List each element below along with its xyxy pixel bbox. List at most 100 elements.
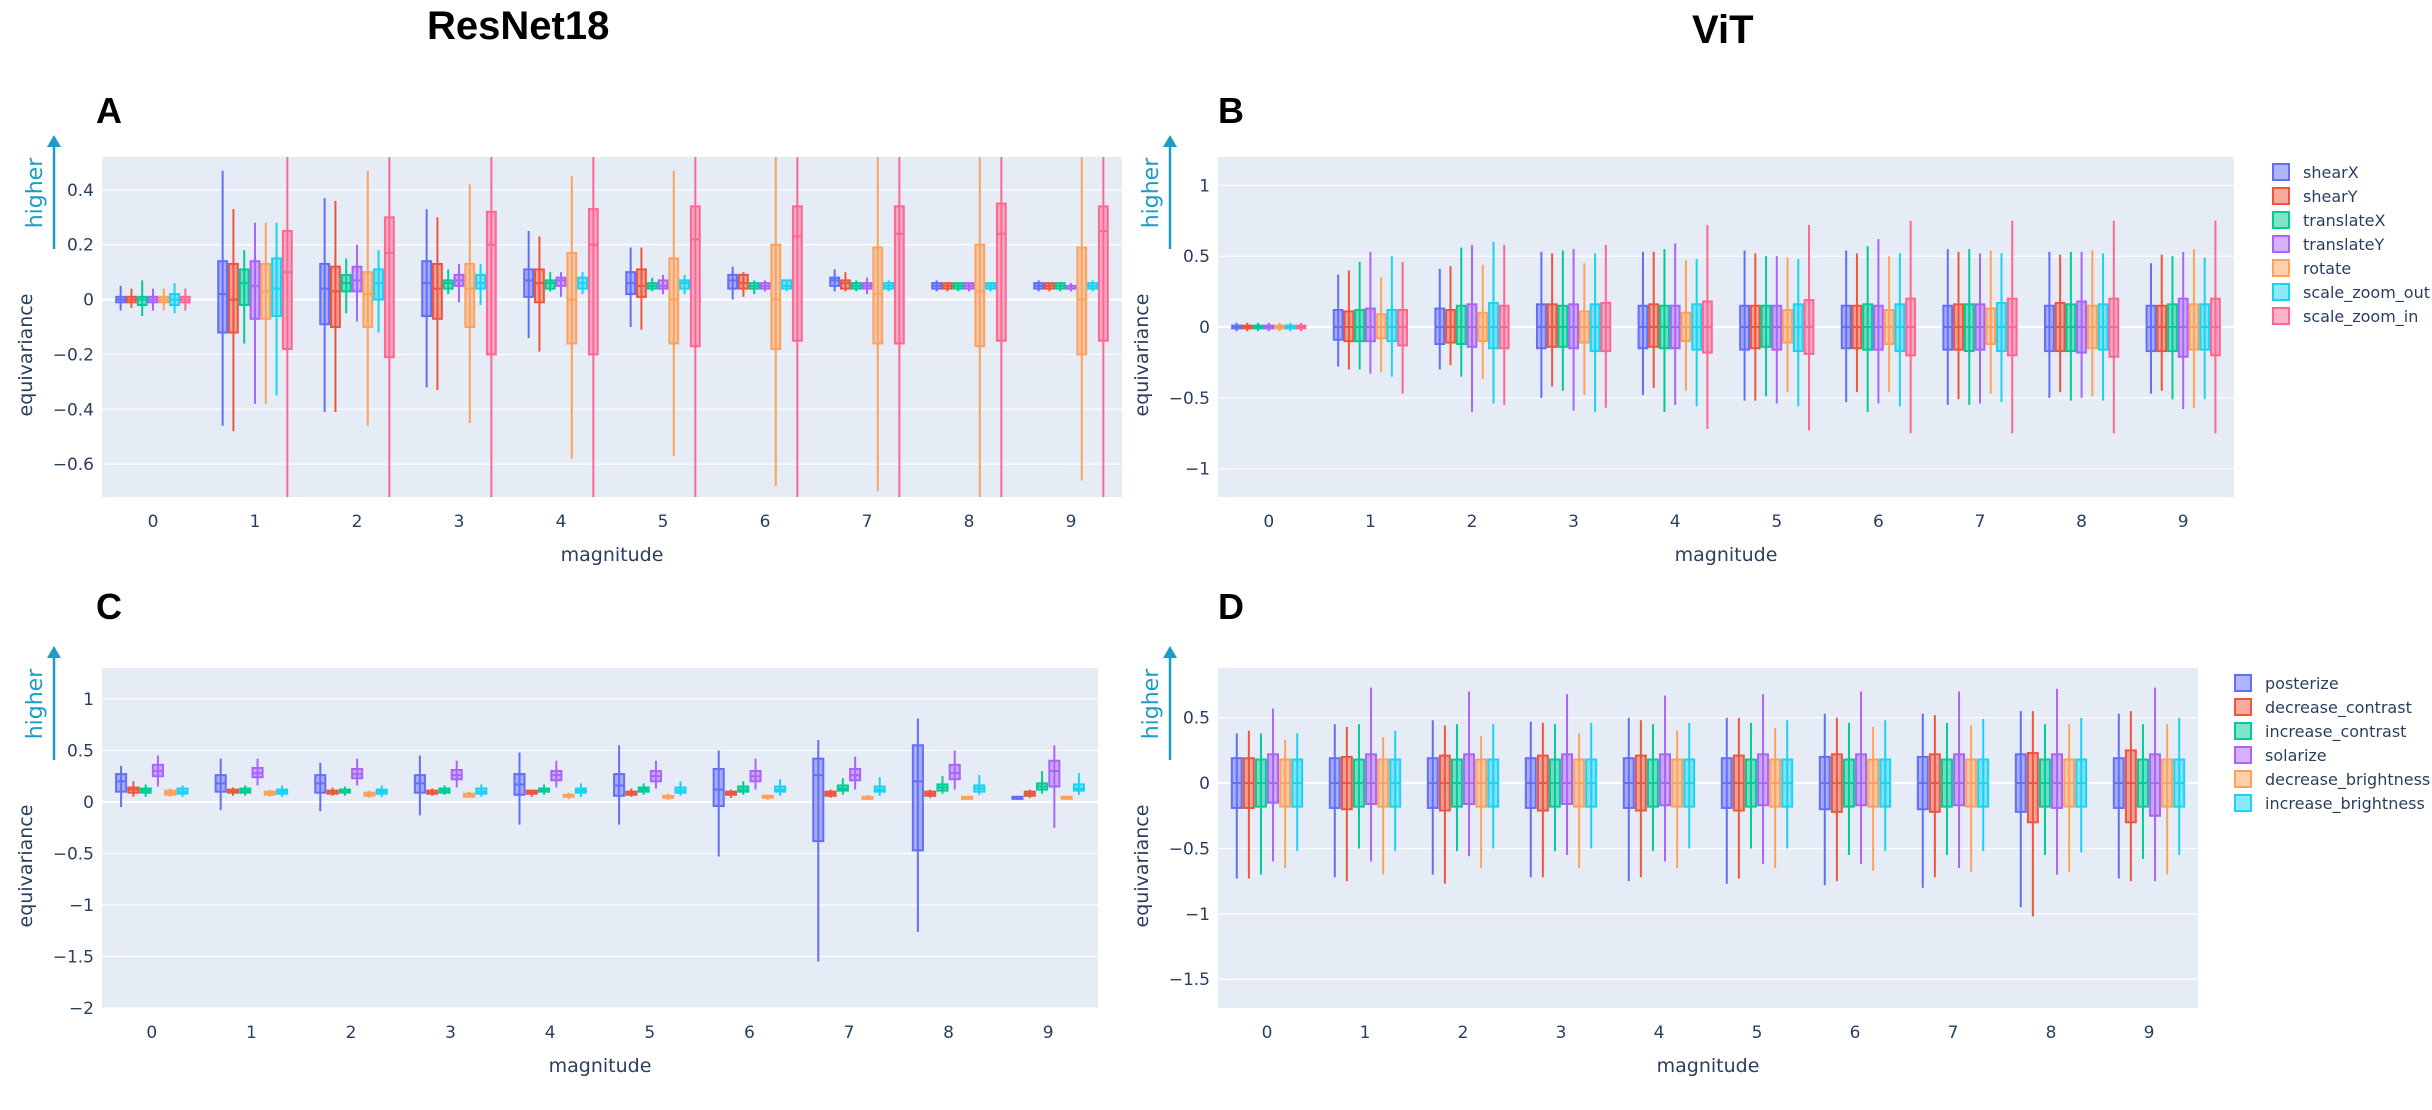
- box-shearX: [625, 247, 637, 327]
- box-posterize: [1720, 717, 1733, 884]
- box-decrease-brightness: [1279, 739, 1292, 869]
- box-decrease-brightness: [960, 795, 974, 800]
- box-body: [1488, 301, 1499, 350]
- box-translateX: [1760, 256, 1772, 397]
- y-axis-title: equivariance: [1131, 294, 1153, 417]
- box-shearX: [421, 209, 433, 388]
- x-tick-label: 7: [844, 1023, 855, 1043]
- box-increase-contrast: [1036, 771, 1049, 794]
- x-tick-label: 8: [2076, 512, 2087, 532]
- box-body: [770, 243, 782, 350]
- x-tick-label: 2: [1467, 512, 1478, 532]
- box-rotate: [668, 170, 680, 456]
- box-scale-zoom-in: [689, 157, 701, 497]
- x-tick-label: 6: [760, 512, 771, 532]
- box-decrease-contrast: [1732, 717, 1745, 879]
- x-tick-label: 1: [246, 1023, 257, 1043]
- box-translateY: [453, 263, 465, 303]
- box-scale-zoom-in: [995, 157, 1007, 497]
- box-posterize: [613, 745, 626, 825]
- y-tick-label: −2: [69, 999, 94, 1019]
- box-translateX: [544, 272, 556, 292]
- box-decrease-brightness: [1573, 733, 1586, 869]
- box-translateY: [555, 272, 567, 297]
- box-increase-brightness: [574, 783, 587, 797]
- box-scale-zoom-out: [1894, 253, 1906, 407]
- box-rotate: [974, 157, 986, 497]
- x-tick-label: 4: [1670, 512, 1681, 532]
- y-tick-label: −0.4: [53, 400, 94, 420]
- box-solarize: [948, 750, 961, 790]
- box-scale-zoom-out: [271, 222, 282, 396]
- box-decrease-brightness: [2161, 724, 2174, 875]
- x-tick-label: 2: [1458, 1023, 1469, 1043]
- y-tick-label: −1: [1185, 905, 1210, 925]
- box-posterize: [1524, 721, 1537, 878]
- box-body: [330, 265, 341, 329]
- box-decrease-brightness: [861, 794, 874, 800]
- x-tick-label: 0: [1262, 1023, 1273, 1043]
- box-increase-contrast: [2137, 724, 2149, 859]
- box-scale-zoom-in: [1600, 244, 1612, 408]
- box-shearX: [931, 280, 943, 292]
- box-decrease-brightness: [1377, 737, 1390, 875]
- box-increase-brightness: [2075, 717, 2088, 853]
- box-body: [1076, 246, 1088, 356]
- x-tick-label: 5: [644, 1023, 655, 1043]
- box-increase-contrast: [737, 781, 750, 795]
- box-translateX: [2065, 251, 2077, 401]
- box-shearY: [1648, 251, 1660, 388]
- box-scale-zoom-out: [2097, 253, 2109, 401]
- x-tick-label: 9: [2178, 512, 2189, 532]
- legend-swatch: [2234, 794, 2252, 812]
- box-translateY: [1065, 283, 1077, 292]
- box-scale-zoom-in: [1803, 225, 1815, 431]
- box-scale-zoom-in: [2210, 220, 2221, 434]
- box-increase-brightness: [873, 777, 886, 796]
- box-body: [383, 216, 395, 359]
- box-shearY: [432, 217, 443, 391]
- box-shearX: [1942, 249, 1954, 405]
- x-tick-label: 3: [1568, 512, 1579, 532]
- box-shearY: [1851, 253, 1863, 393]
- box-decrease-contrast: [924, 789, 937, 798]
- y-tick-label: −1.5: [53, 947, 94, 967]
- box-scale-zoom-in: [1702, 225, 1713, 429]
- box-translateX: [1963, 249, 1975, 405]
- box-translateX: [748, 280, 760, 295]
- box-shearX: [829, 269, 841, 292]
- box-shearY: [1445, 266, 1456, 366]
- x-tick-label: 8: [964, 512, 975, 532]
- box-body: [1546, 303, 1558, 348]
- box-decrease-brightness: [1671, 730, 1684, 869]
- box-shearY: [330, 200, 341, 412]
- box-scale-zoom-out: [475, 263, 486, 306]
- box-shearX: [1739, 250, 1750, 401]
- box-body: [2051, 753, 2063, 809]
- box-body: [791, 205, 803, 342]
- chart-d: 0.5 0 −0.5 −1 −1.5 0 1 2 3 4 5 6 7 8 9 magnitude equivar…: [1131, 646, 2430, 1077]
- box-increase-brightness: [2173, 717, 2186, 855]
- box-scale-zoom-in: [1097, 157, 1109, 497]
- box-shearX: [1332, 274, 1344, 367]
- box-decrease-contrast: [1340, 726, 1353, 882]
- higher-label: higher: [1139, 668, 1164, 739]
- legend-swatch: [2272, 187, 2290, 205]
- box-translateX: [136, 280, 148, 317]
- box-translateY: [2076, 251, 2088, 398]
- box-body: [2026, 752, 2039, 824]
- box-body: [442, 279, 454, 290]
- box-scale-zoom-out: [1792, 259, 1804, 407]
- box-translateX: [1054, 282, 1066, 292]
- box-rotate: [1782, 257, 1793, 393]
- panel-label-b: B: [1218, 90, 1244, 131]
- box-scale-zoom-in: [2108, 220, 2120, 434]
- box-body: [840, 279, 851, 290]
- box-body: [2124, 749, 2137, 824]
- box-body: [668, 257, 680, 345]
- x-tick-label: 5: [658, 512, 669, 532]
- box-body: [812, 757, 825, 843]
- box-body: [587, 208, 599, 356]
- box-shearY: [1749, 253, 1761, 401]
- legend-entry-rotate: rotate: [2303, 259, 2351, 278]
